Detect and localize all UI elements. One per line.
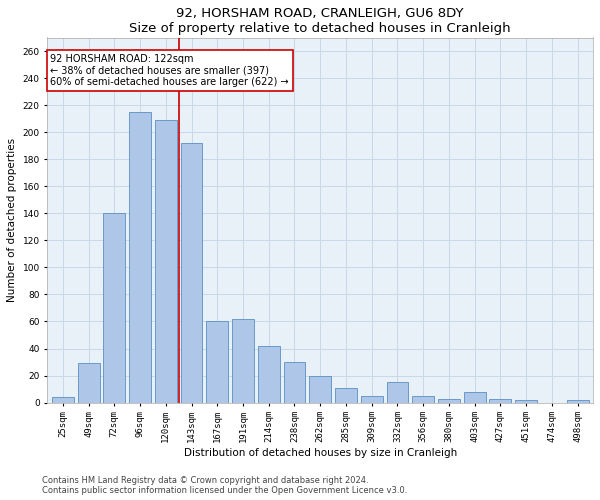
X-axis label: Distribution of detached houses by size in Cranleigh: Distribution of detached houses by size … xyxy=(184,448,457,458)
Bar xyxy=(438,398,460,402)
Bar xyxy=(386,382,409,402)
Bar xyxy=(103,214,125,402)
Y-axis label: Number of detached properties: Number of detached properties xyxy=(7,138,17,302)
Bar xyxy=(335,388,357,402)
Bar xyxy=(566,400,589,402)
Bar xyxy=(258,346,280,403)
Bar xyxy=(181,143,202,403)
Text: 92 HORSHAM ROAD: 122sqm
← 38% of detached houses are smaller (397)
60% of semi-d: 92 HORSHAM ROAD: 122sqm ← 38% of detache… xyxy=(50,54,289,87)
Bar xyxy=(77,364,100,403)
Bar xyxy=(412,396,434,402)
Bar xyxy=(155,120,177,403)
Bar xyxy=(232,319,254,402)
Bar xyxy=(52,397,74,402)
Bar xyxy=(490,398,511,402)
Bar xyxy=(129,112,151,403)
Bar xyxy=(464,392,485,402)
Title: 92, HORSHAM ROAD, CRANLEIGH, GU6 8DY
Size of property relative to detached house: 92, HORSHAM ROAD, CRANLEIGH, GU6 8DY Siz… xyxy=(130,7,511,35)
Bar xyxy=(361,396,383,402)
Bar xyxy=(206,322,228,402)
Bar xyxy=(309,376,331,402)
Bar xyxy=(284,362,305,403)
Bar xyxy=(515,400,537,402)
Text: Contains HM Land Registry data © Crown copyright and database right 2024.
Contai: Contains HM Land Registry data © Crown c… xyxy=(42,476,407,495)
